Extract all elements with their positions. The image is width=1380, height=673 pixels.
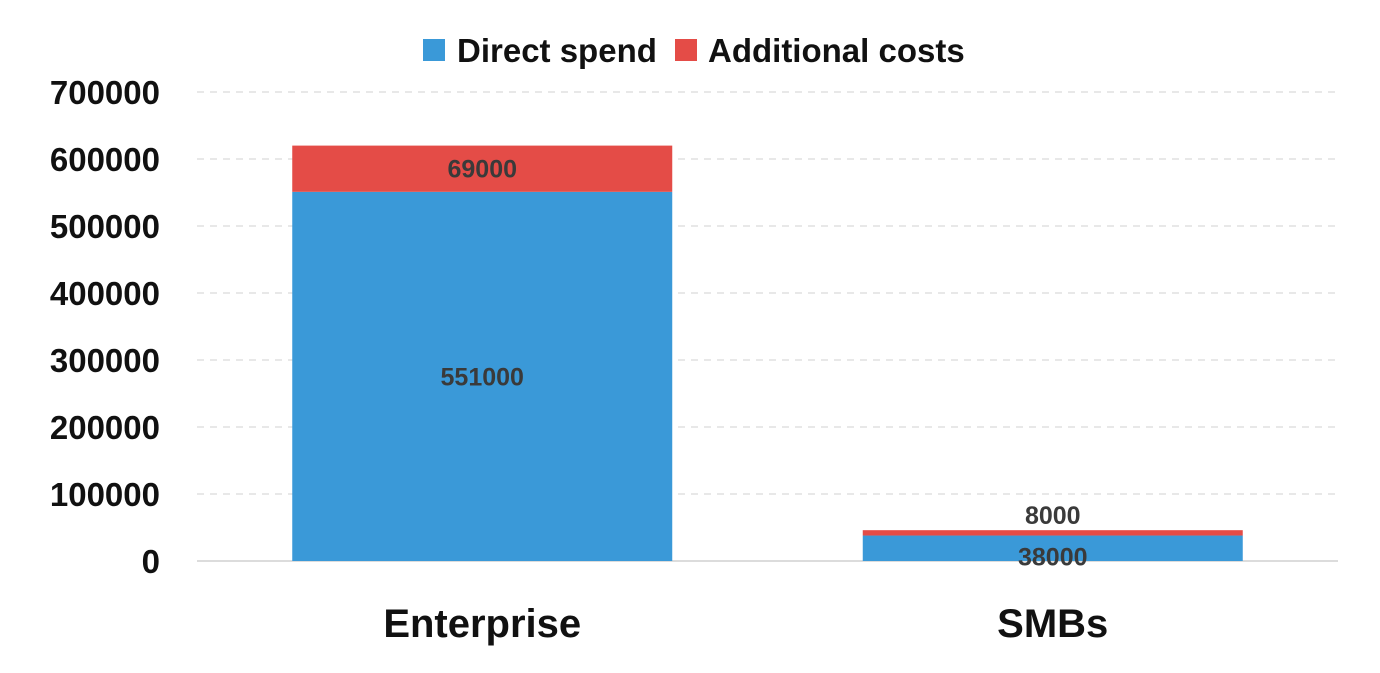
y-tick-label: 0 bbox=[142, 543, 160, 580]
legend-swatch-additional-costs bbox=[675, 39, 697, 61]
bar-smbs-additional-costs bbox=[862, 530, 1243, 536]
bar-enterprise-direct-spend bbox=[292, 191, 673, 561]
y-tick-label: 500000 bbox=[50, 208, 160, 245]
data-label-enterprise-direct-spend: 551000 bbox=[441, 363, 524, 391]
data-labels: 551000 69000 38000 8000 bbox=[441, 156, 1088, 572]
bar-enterprise-additional-costs bbox=[292, 145, 673, 192]
legend: Direct spend Additional costs bbox=[423, 32, 965, 69]
y-tick-label: 200000 bbox=[50, 409, 160, 446]
legend-swatch-direct-spend bbox=[423, 39, 445, 61]
y-tick-label: 300000 bbox=[50, 342, 160, 379]
bars bbox=[292, 145, 1243, 561]
legend-label-additional-costs: Additional costs bbox=[708, 32, 965, 69]
y-tick-label: 100000 bbox=[50, 476, 160, 513]
data-label-smbs-additional-costs: 8000 bbox=[1025, 502, 1081, 530]
category-label-enterprise: Enterprise bbox=[383, 602, 581, 646]
data-label-smbs-direct-spend: 38000 bbox=[1018, 543, 1088, 571]
category-label-smbs: SMBs bbox=[997, 602, 1108, 646]
y-tick-label: 600000 bbox=[50, 141, 160, 178]
x-axis-category-labels: Enterprise SMBs bbox=[383, 602, 1108, 646]
y-tick-label: 700000 bbox=[50, 74, 160, 111]
y-tick-label: 400000 bbox=[50, 275, 160, 312]
legend-item-direct-spend: Direct spend bbox=[423, 32, 657, 69]
data-label-enterprise-additional-costs: 69000 bbox=[447, 156, 517, 184]
legend-item-additional-costs: Additional costs bbox=[675, 32, 965, 69]
legend-label-direct-spend: Direct spend bbox=[457, 32, 657, 69]
bar-smbs-direct-spend bbox=[862, 535, 1243, 561]
y-axis-tick-labels: 0 100000 200000 300000 400000 500000 600000 700… bbox=[50, 74, 160, 580]
